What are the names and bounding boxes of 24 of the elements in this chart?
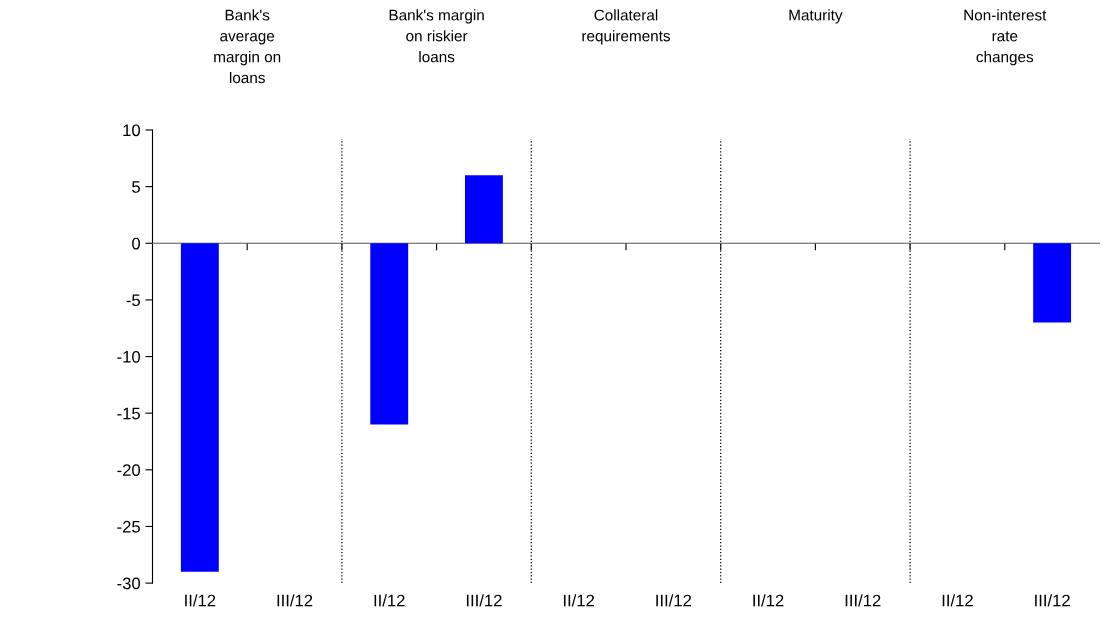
y-tick-label: -5 [126, 294, 140, 307]
y-tick-label: 0 [132, 237, 141, 250]
x-tick-label: II/12 [942, 594, 973, 607]
text: Bank's average margin on loans [214, 9, 281, 84]
x-tick-label: II/12 [563, 594, 595, 607]
x-tick-label: II/12 [185, 594, 216, 607]
x-tick-label: III/12 [1035, 594, 1070, 607]
y-tick-label: 5 [132, 181, 140, 193]
y-tick-label: 10 [123, 124, 141, 137]
y-tick-label: -20 [117, 464, 141, 477]
x-tick-label: III/12 [466, 594, 502, 607]
y-tick-label: -30 [117, 577, 141, 590]
text: Bank's margin on riskier loans [389, 9, 484, 63]
y-tick-label: -25 [117, 520, 140, 533]
x-tick-label: III/12 [845, 594, 881, 607]
text: Maturity [789, 9, 843, 24]
x-tick-label: II/12 [753, 594, 784, 607]
x-tick-label: II/12 [374, 594, 405, 607]
text: Non-interest rate changes [964, 9, 1047, 66]
x-tick-label: III/12 [277, 594, 313, 607]
y-tick-label: -10 [117, 350, 141, 363]
x-tick-label: III/12 [656, 594, 692, 607]
y-tick-label: -15 [117, 407, 140, 420]
text: Collateral requirements [582, 9, 671, 45]
